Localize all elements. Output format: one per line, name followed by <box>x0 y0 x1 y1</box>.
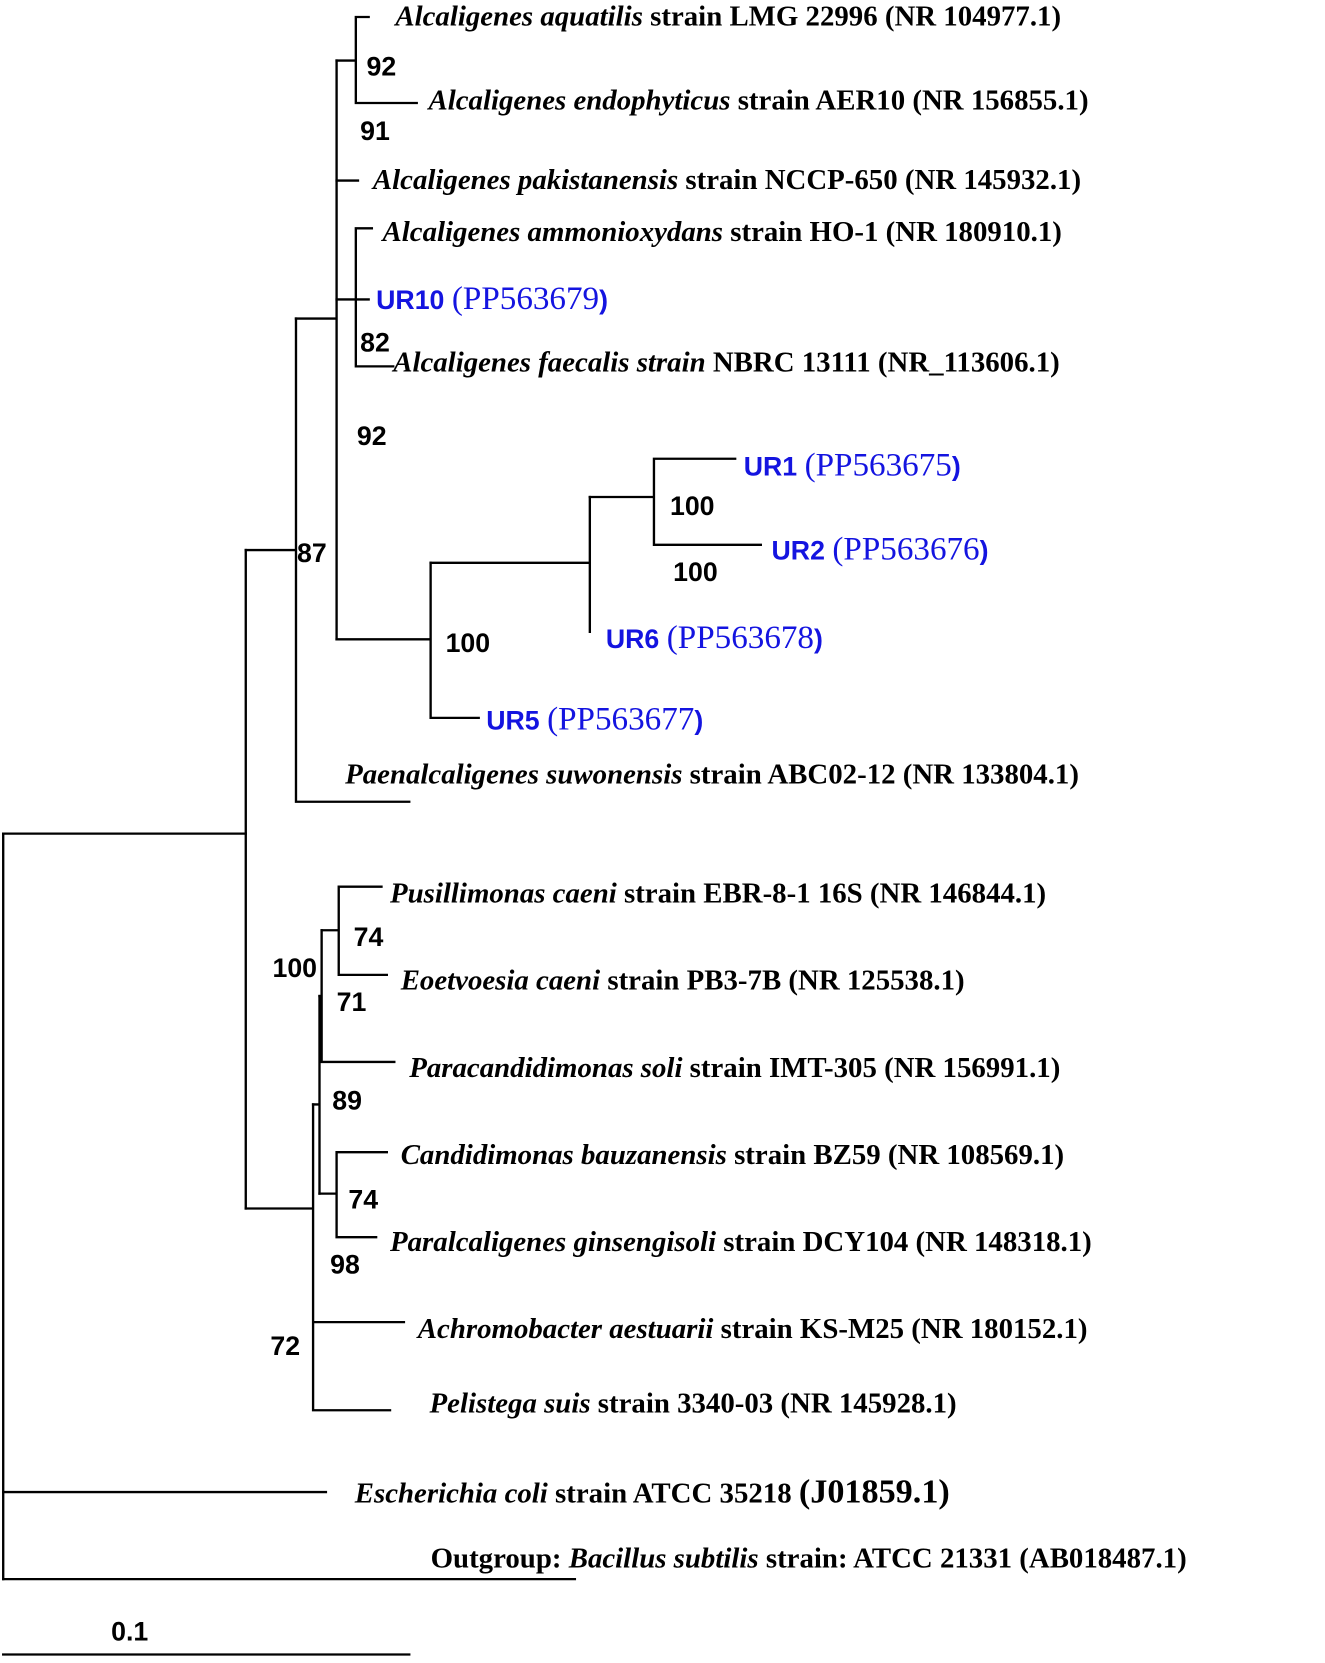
leaf-label: Alcaligenes aquatilis strain LMG 22996 (… <box>393 1 1061 33</box>
bootstrap-value: 74 <box>348 1185 378 1215</box>
bootstrap-value: 82 <box>360 328 390 358</box>
isolate-label: UR10 (PP563679) <box>376 281 608 317</box>
leaf-label: Alcaligenes pakistanensis strain NCCP-65… <box>371 164 1081 196</box>
branch-node-b <box>335 227 395 368</box>
ecoli-label: Escherichia coli strain ATCC 35218 (J018… <box>354 1474 950 1511</box>
bootstrap-values: 92 91 82 92 100 100 100 87 74 100 71 89 … <box>270 51 717 1361</box>
bootstrap-value: 74 <box>354 922 384 952</box>
bootstrap-value: 100 <box>272 953 317 983</box>
leaf-label: Achromobacter aestuarii strain KS-M25 (N… <box>416 1313 1088 1345</box>
leaf-label: Paralcaligenes ginsengisoli strain DCY10… <box>389 1226 1092 1258</box>
branch-node-m <box>318 1151 388 1239</box>
bootstrap-value: 92 <box>357 421 387 451</box>
leaf-label: Alcaligenes faecalis strain NBRC 13111 (… <box>391 347 1060 379</box>
isolate-label: UR5 (PP563677) <box>486 702 703 738</box>
branch-node-a <box>335 15 418 105</box>
isolate-label: UR2 (PP563676) <box>771 532 988 568</box>
leaf-label: Alcaligenes endophyticus strain AER10 (N… <box>426 84 1088 116</box>
leaf-label: Pelistega suis strain 3340-03 (NR 145928… <box>429 1387 957 1419</box>
leaf-label: Paracandidimonas soli strain IMT-305 (NR… <box>408 1052 1060 1084</box>
bootstrap-value: 87 <box>297 538 327 568</box>
scale-bar-label: 0.1 <box>111 1617 148 1647</box>
bootstrap-value: 100 <box>670 491 715 521</box>
isolate-label: UR1 (PP563675) <box>744 448 961 484</box>
branch-node-f <box>588 457 762 546</box>
leaf-label: Alcaligenes ammonioxydans strain HO-1 (N… <box>381 216 1062 248</box>
bootstrap-value: 89 <box>332 1086 362 1116</box>
branch-node-e <box>429 495 592 634</box>
branch-node-n <box>311 994 321 1195</box>
branch-node-i <box>244 1103 406 1412</box>
bootstrap-value: 100 <box>446 628 491 658</box>
branches <box>2 15 762 1656</box>
leaf-label: Paenalcaligenes suwonensis strain ABC02-… <box>344 759 1079 791</box>
leaf-label: Pusillimonas caeni strain EBR-8-1 16S (N… <box>389 878 1046 910</box>
bootstrap-value: 71 <box>337 987 367 1017</box>
bootstrap-value: 91 <box>360 116 390 146</box>
leaf-label: Eoetvoesia caeni strain PB3-7B (NR 12553… <box>400 965 965 997</box>
leaf-label: Candidimonas bauzanensis strain BZ59 (NR… <box>401 1139 1064 1171</box>
taxon-labels: Alcaligenes aquatilis strain LMG 22996 (… <box>344 1 1187 1575</box>
branch-node-c <box>294 59 338 641</box>
bootstrap-value: 98 <box>330 1249 360 1279</box>
bootstrap-value: 72 <box>270 1331 300 1361</box>
isolate-label: UR6 (PP563678) <box>606 620 823 656</box>
branch-node-k <box>320 885 388 977</box>
bootstrap-value: 92 <box>367 51 397 81</box>
outgroup-label: Outgroup: Bacillus subtilis strain: ATCC… <box>431 1543 1187 1575</box>
bootstrap-value: 100 <box>673 557 718 587</box>
branch-node-l <box>318 929 396 1064</box>
branch-node-g <box>244 317 411 803</box>
branch-node-d <box>335 561 480 720</box>
